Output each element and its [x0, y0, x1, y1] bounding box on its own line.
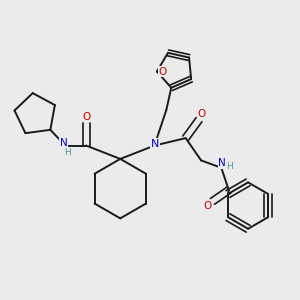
Text: N: N: [151, 139, 159, 149]
Text: N: N: [60, 138, 68, 148]
Text: O: O: [203, 201, 211, 211]
Text: N: N: [218, 158, 226, 168]
Text: H: H: [226, 162, 233, 171]
Text: O: O: [197, 109, 206, 119]
Text: O: O: [82, 112, 90, 122]
Text: H: H: [64, 148, 71, 157]
Text: O: O: [158, 67, 166, 76]
